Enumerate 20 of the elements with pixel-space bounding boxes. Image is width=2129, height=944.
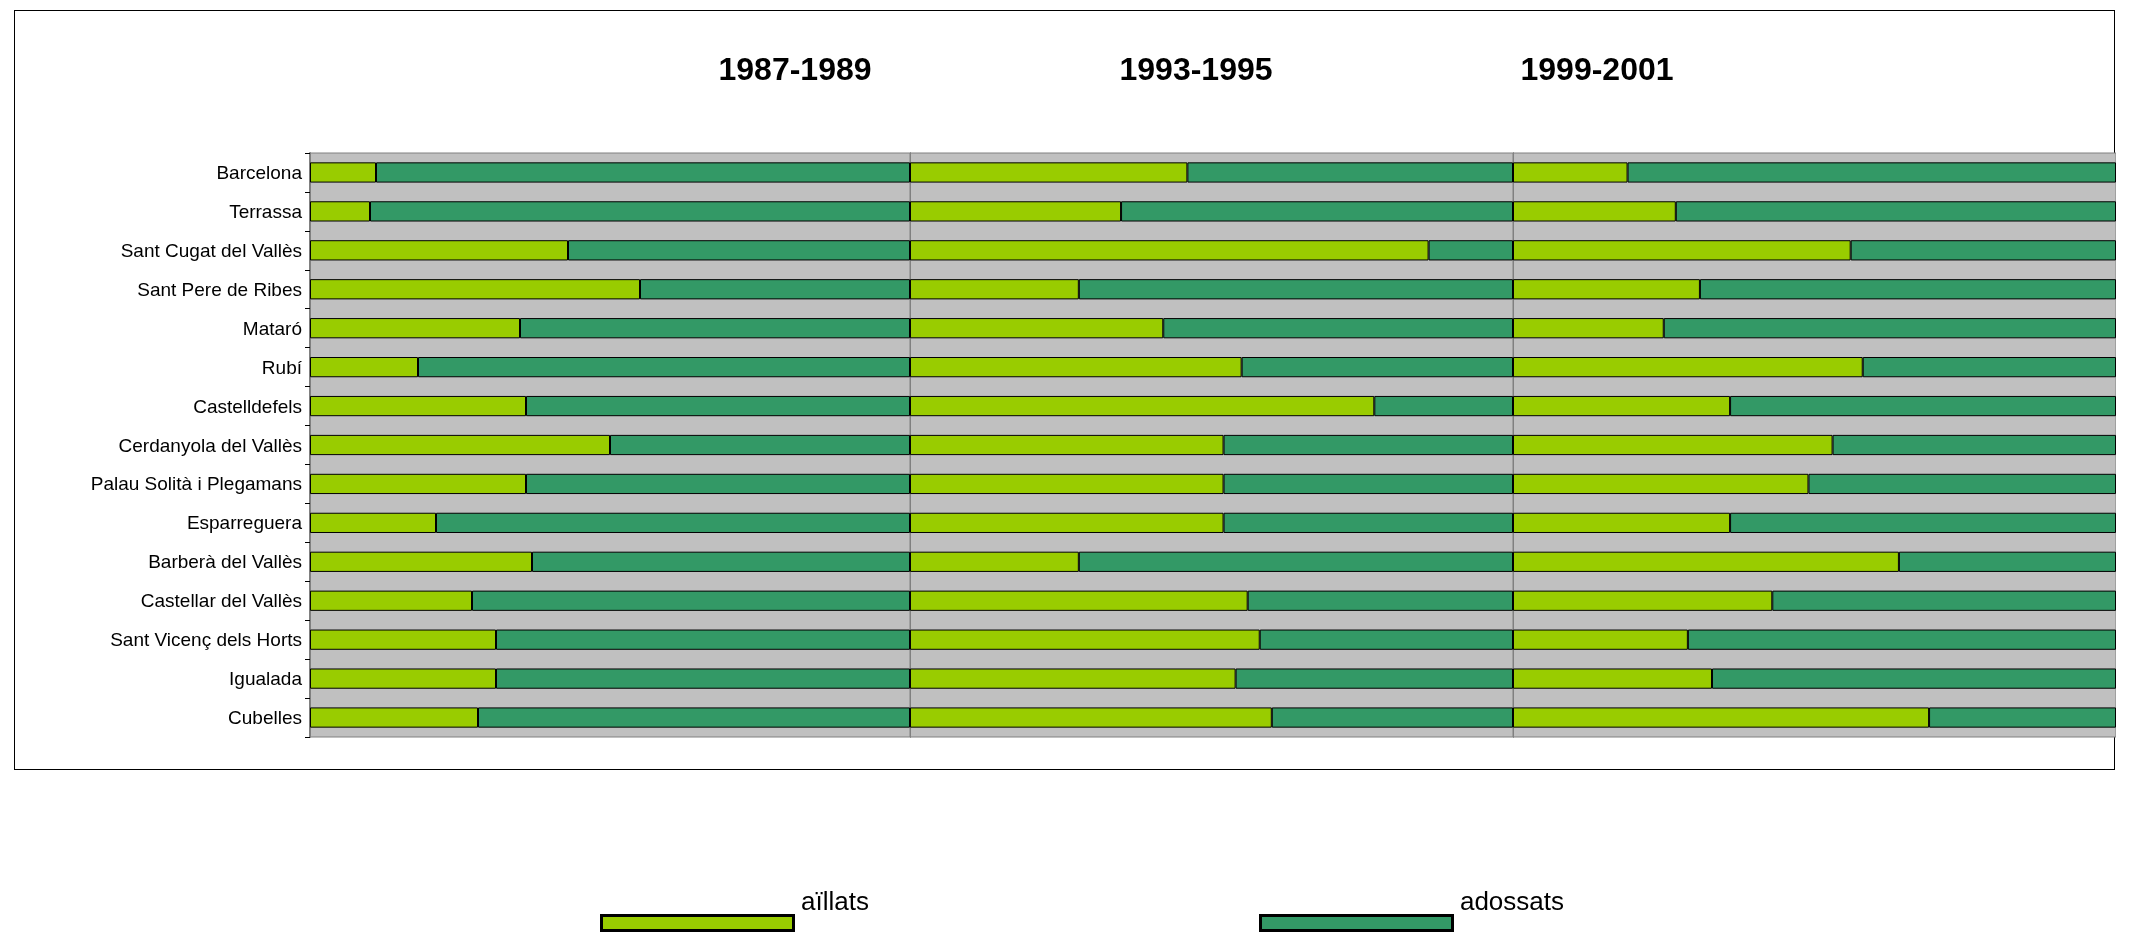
- chart-title: 1999-2001: [1520, 51, 1674, 87]
- y-tick-label: Esparreguera: [186, 512, 303, 534]
- y-tick-label: Sant Vicenç dels Horts: [110, 629, 302, 651]
- y-tick-label: Sant Cugat del Vallès: [120, 239, 302, 261]
- y-tick-label: Cerdanyola del Vallès: [118, 434, 302, 456]
- y-tick-label: Castelldefels: [193, 395, 302, 417]
- y-tick-label: Palau Solità i Plegamans: [90, 473, 302, 495]
- y-tick-label: Cubelles: [228, 707, 302, 729]
- y-tick-label: Mataró: [242, 317, 302, 339]
- y-tick-label: Terrassa: [229, 200, 303, 222]
- y-tick-label: Igualada: [229, 668, 303, 690]
- chart-title: 1987-1989: [718, 51, 872, 87]
- text: aïllats: [801, 886, 869, 916]
- y-tick-label: Sant Pere de Ribes: [137, 278, 302, 300]
- chart-title: 1993-1995: [1119, 51, 1273, 87]
- y-tick-label: Barcelona: [216, 161, 303, 183]
- y-tick-label: Barberà del Vallès: [148, 551, 302, 573]
- text: adossats: [1459, 886, 1564, 916]
- y-tick-label: Castellar del Vallès: [140, 590, 302, 612]
- y-tick-label: Rubí: [261, 356, 303, 378]
